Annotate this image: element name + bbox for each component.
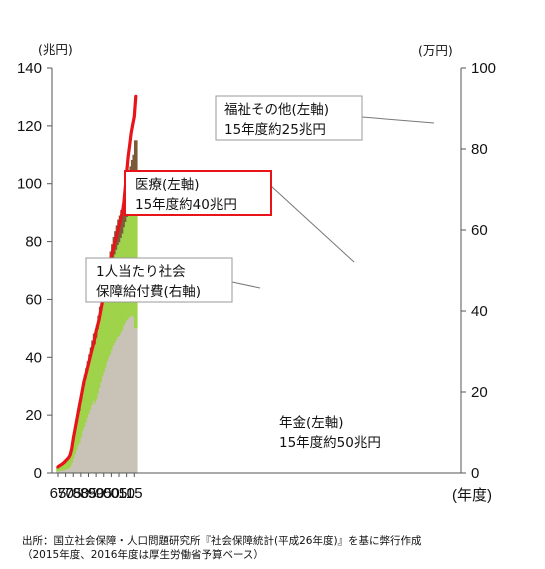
source-note: 出所：国立社会保障・人口問題研究所『社会保障統計(平成26年度)』を基に弊行作成… (22, 534, 422, 562)
left-tick-label: 100 (17, 176, 42, 193)
left-tick-label: 80 (25, 234, 42, 251)
source-line-1: 出所：国立社会保障・人口問題研究所『社会保障統計(平成26年度)』を基に弊行作成 (22, 535, 422, 547)
x-tick-label: 00 (103, 485, 120, 502)
right-axis-unit: (万円) (418, 43, 453, 58)
bar-年金-2016 (133, 328, 138, 473)
x-tick-label: 80 (73, 485, 90, 502)
left-tick-label: 20 (25, 407, 42, 424)
welfare-leader (361, 116, 435, 124)
left-tick-label: 60 (25, 291, 42, 308)
social-security-chart: 0204060801001201400204060801006570758085… (17, 42, 496, 504)
medical-leader (270, 185, 355, 263)
pension-callout-box (270, 409, 414, 453)
left-tick-label: 120 (17, 118, 42, 135)
x-axis-unit: (年度) (452, 487, 492, 504)
welfare-callout-line2: 15年度約25兆円 (224, 122, 326, 138)
x-tick-label: 85 (80, 485, 97, 502)
left-tick-label: 0 (34, 465, 42, 482)
right-tick-label: 100 (471, 60, 496, 77)
medical-callout-line2: 15年度約40兆円 (135, 197, 237, 213)
right-tick-label: 20 (471, 384, 488, 401)
right-tick-label: 40 (471, 303, 488, 320)
per-capita-callout-line1: 1人当たり社会 (96, 264, 186, 280)
left-axis-unit: (兆円) (38, 42, 73, 57)
right-tick-label: 0 (471, 465, 479, 482)
axes: 0204060801001201400204060801006570758085… (17, 42, 496, 504)
right-tick-label: 60 (471, 222, 488, 239)
per-capita-callout-line2: 保障給付費(右軸) (96, 284, 201, 300)
left-tick-label: 140 (17, 60, 42, 77)
x-tick-label: 70 (57, 485, 74, 502)
per-capita-series-line (56, 94, 138, 469)
pension-callout-line2: 15年度約50兆円 (279, 435, 381, 451)
left-tick-label: 40 (25, 349, 42, 366)
x-tick-label: 05 (111, 485, 128, 502)
x-tick-label: 90 (88, 485, 105, 502)
medical-callout-line1: 医療(左軸) (135, 176, 200, 193)
x-tick-label: 75 (65, 485, 82, 502)
right-tick-label: 80 (471, 141, 488, 158)
x-tick-label: 10 (118, 485, 135, 502)
x-tick-label: 15 (126, 485, 143, 502)
welfare-callout-line1: 福祉その他(左軸) (224, 102, 329, 118)
per-capita-leader (231, 281, 261, 289)
source-line-2: （2015年度、2016年度は厚生労働省予算ベース） (22, 549, 264, 561)
medical-callout-box (124, 170, 272, 216)
x-tick-label: 65 (50, 485, 67, 502)
x-tick-label: 95 (95, 485, 112, 502)
per-capita-line (56, 94, 138, 469)
per-capita-callout-box (85, 257, 233, 303)
welfare-callout-box (215, 95, 363, 141)
pension-callout-line1: 年金(左軸) (279, 415, 344, 431)
